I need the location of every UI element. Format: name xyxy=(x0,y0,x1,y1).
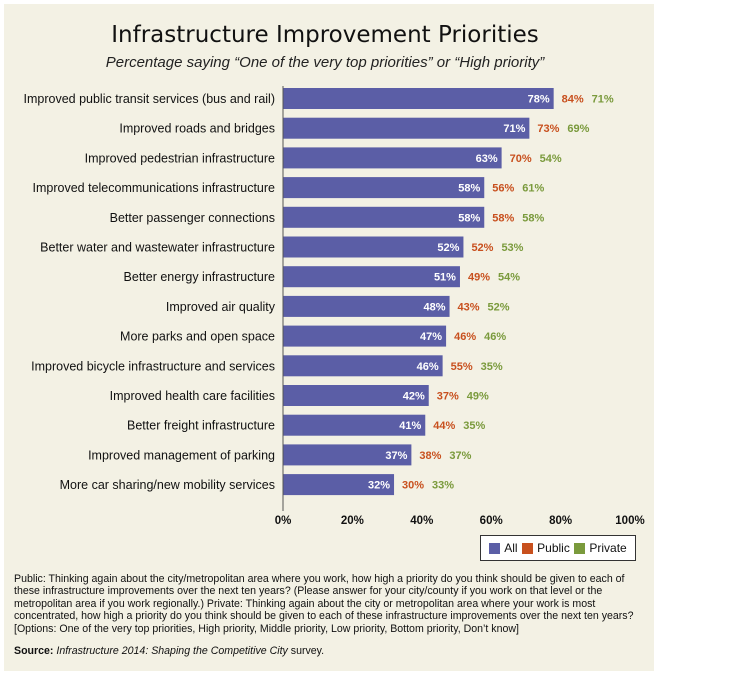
data-label-public-improved-health-care-facilities: 37% xyxy=(437,391,459,403)
data-label-private-better-energy-infrastructure: 54% xyxy=(498,272,520,284)
data-label-private-improved-health-care-facilities: 49% xyxy=(467,391,489,403)
data-label-all-more-car-sharing-new-mobility-services: 32% xyxy=(368,480,390,492)
data-label-public-improved-bicycle-infrastructure-and-services: 55% xyxy=(451,361,473,373)
data-label-all-improved-roads-and-bridges: 71% xyxy=(503,123,525,135)
data-label-all-improved-management-of-parking: 37% xyxy=(385,450,407,462)
data-label-public-improved-telecommunications-infrastructure: 56% xyxy=(492,183,514,195)
bar-all-more-parks-and-open-space xyxy=(283,325,447,347)
data-label-all-improved-air-quality: 48% xyxy=(424,301,446,313)
bar-all-improved-management-of-parking xyxy=(283,444,412,466)
data-label-all-improved-health-care-facilities: 42% xyxy=(403,391,425,403)
data-label-public-better-passenger-connections: 58% xyxy=(492,212,514,224)
legend-swatch-public xyxy=(522,542,534,554)
category-label-better-water-and-wastewater-infrastructure: Better water and wastewater infrastructu… xyxy=(40,241,275,255)
category-label-improved-air-quality: Improved air quality xyxy=(166,300,276,314)
category-label-better-passenger-connections: Better passenger connections xyxy=(110,211,275,225)
source-label: Source: xyxy=(14,645,54,657)
legend: All Public Private xyxy=(480,535,636,561)
category-label-improved-health-care-facilities: Improved health care facilities xyxy=(110,389,275,403)
data-label-private-improved-management-of-parking: 37% xyxy=(449,450,471,462)
bar-all-better-energy-infrastructure xyxy=(283,266,460,288)
legend-item-private: Private xyxy=(574,541,627,555)
data-label-private-improved-bicycle-infrastructure-and-services: 35% xyxy=(481,361,503,373)
bar-all-better-passenger-connections xyxy=(283,206,485,228)
category-label-improved-management-of-parking: Improved management of parking xyxy=(88,448,275,462)
data-label-private-better-water-and-wastewater-infrastructure: 53% xyxy=(501,242,523,254)
data-label-public-improved-management-of-parking: 38% xyxy=(419,450,441,462)
data-label-public-better-freight-infrastructure: 44% xyxy=(433,420,455,432)
data-label-private-improved-public-transit-services-bus-and-rail: 71% xyxy=(592,94,614,106)
bar-all-better-water-and-wastewater-infrastructure xyxy=(283,236,464,258)
bar-all-improved-public-transit-services-bus-and-rail xyxy=(283,88,554,109)
data-label-private-more-car-sharing-new-mobility-services: 33% xyxy=(432,480,454,492)
chart-subtitle: Percentage saying “One of the very top p… xyxy=(105,54,545,71)
category-label-better-freight-infrastructure: Better freight infrastructure xyxy=(127,419,275,433)
legend-label-public: Public xyxy=(537,541,570,555)
legend-item-all: All xyxy=(489,541,518,555)
legend-item-public: Public xyxy=(522,541,570,555)
x-tick-label-60: 60% xyxy=(480,515,503,527)
data-label-all-improved-bicycle-infrastructure-and-services: 46% xyxy=(417,361,439,373)
category-label-improved-roads-and-bridges: Improved roads and bridges xyxy=(119,122,275,136)
bar-all-better-freight-infrastructure xyxy=(283,414,426,436)
data-label-private-improved-air-quality: 52% xyxy=(488,301,510,313)
data-label-all-better-passenger-connections: 58% xyxy=(458,212,480,224)
data-label-public-improved-air-quality: 43% xyxy=(458,301,480,313)
data-label-public-improved-roads-and-bridges: 73% xyxy=(537,123,559,135)
data-label-all-improved-telecommunications-infrastructure: 58% xyxy=(458,183,480,195)
data-label-all-better-energy-infrastructure: 51% xyxy=(434,272,456,284)
x-tick-label-80: 80% xyxy=(549,515,572,527)
bar-all-improved-bicycle-infrastructure-and-services xyxy=(283,355,443,377)
data-label-public-more-parks-and-open-space: 46% xyxy=(454,331,476,343)
bar-all-more-car-sharing-new-mobility-services xyxy=(283,474,395,496)
data-label-public-improved-public-transit-services-bus-and-rail: 84% xyxy=(562,94,584,106)
data-label-public-improved-pedestrian-infrastructure: 70% xyxy=(510,153,532,165)
data-label-private-improved-roads-and-bridges: 69% xyxy=(567,123,589,135)
category-label-improved-pedestrian-infrastructure: Improved pedestrian infrastructure xyxy=(85,151,275,165)
data-label-private-improved-pedestrian-infrastructure: 54% xyxy=(540,153,562,165)
bar-all-improved-health-care-facilities xyxy=(283,385,429,406)
category-label-more-car-sharing-new-mobility-services: More car sharing/new mobility services xyxy=(60,478,275,492)
legend-label-private: Private xyxy=(589,541,627,555)
data-label-all-improved-public-transit-services-bus-and-rail: 78% xyxy=(528,94,550,106)
legend-swatch-all xyxy=(489,542,501,554)
data-label-private-improved-telecommunications-infrastructure: 61% xyxy=(522,183,544,195)
source-line: Source: Infrastructure 2014: Shaping the… xyxy=(14,645,644,657)
data-label-public-better-water-and-wastewater-infrastructure: 52% xyxy=(471,242,493,254)
chart-title: Infrastructure Improvement Priorities xyxy=(111,22,539,48)
data-label-public-better-energy-infrastructure: 49% xyxy=(468,272,490,284)
x-tick-label-20: 20% xyxy=(341,515,364,527)
data-label-all-more-parks-and-open-space: 47% xyxy=(420,331,442,343)
category-label-improved-bicycle-infrastructure-and-services: Improved bicycle infrastructure and serv… xyxy=(31,359,275,373)
source-suffix: survey. xyxy=(287,645,325,657)
bar-all-improved-pedestrian-infrastructure xyxy=(283,147,502,169)
bar-all-improved-roads-and-bridges xyxy=(283,117,530,139)
question-notes: Public: Thinking again about the city/me… xyxy=(14,573,634,635)
legend-label-all: All xyxy=(504,541,518,555)
x-tick-label-100: 100% xyxy=(615,515,644,527)
data-label-public-more-car-sharing-new-mobility-services: 30% xyxy=(402,480,424,492)
data-label-all-better-freight-infrastructure: 41% xyxy=(399,420,421,432)
category-label-improved-telecommunications-infrastructure: Improved telecommunications infrastructu… xyxy=(33,181,276,195)
data-label-all-better-water-and-wastewater-infrastructure: 52% xyxy=(437,242,459,254)
category-label-better-energy-infrastructure: Better energy infrastructure xyxy=(124,270,276,284)
data-label-all-improved-pedestrian-infrastructure: 63% xyxy=(476,153,498,165)
x-tick-label-40: 40% xyxy=(410,515,433,527)
legend-swatch-private xyxy=(574,542,586,554)
data-label-private-better-passenger-connections: 58% xyxy=(522,212,544,224)
x-tick-label-0: 0% xyxy=(275,515,292,527)
data-label-private-more-parks-and-open-space: 46% xyxy=(484,331,506,343)
data-label-private-better-freight-infrastructure: 35% xyxy=(463,420,485,432)
bar-all-improved-air-quality xyxy=(283,295,450,317)
bar-all-improved-telecommunications-infrastructure xyxy=(283,177,485,199)
category-label-more-parks-and-open-space: More parks and open space xyxy=(120,330,275,344)
source-title: Infrastructure 2014: Shaping the Competi… xyxy=(56,645,288,657)
category-label-improved-public-transit-services-bus-and-rail: Improved public transit services (bus an… xyxy=(24,92,276,106)
